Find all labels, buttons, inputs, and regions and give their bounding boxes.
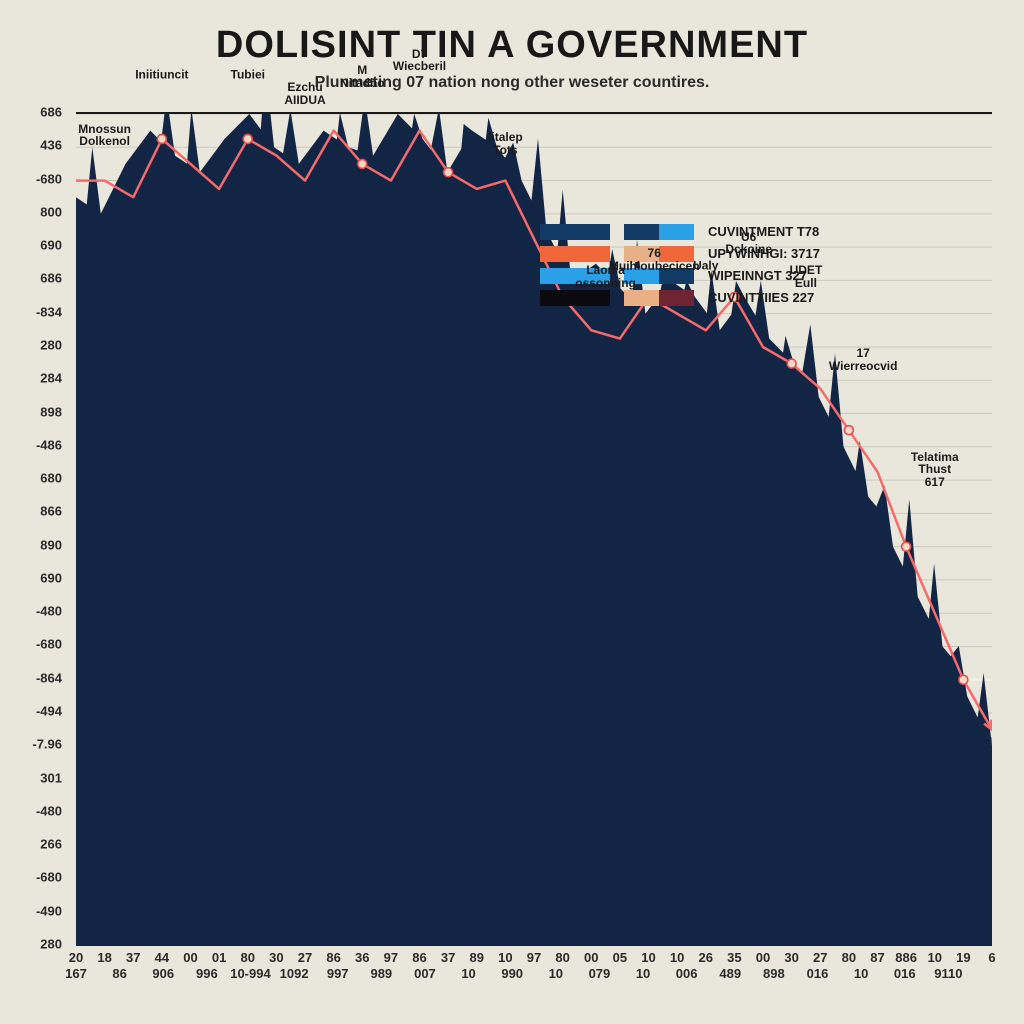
ytick: 436 [12,138,62,153]
ytick: 680 [12,471,62,486]
xtick: 36 [355,950,369,965]
xtick-sub: 10-994 [230,966,270,981]
xtick-sub: 079 [589,966,611,981]
annotation: 17Wierreocvid [829,347,898,372]
xtick-sub: 898 [763,966,785,981]
ytick: 686 [12,105,62,120]
chart-page: DOLISINT TIN A GOVERNMENT Plunmeting 07 … [0,0,1024,1024]
xtick-sub: 906 [152,966,174,981]
annotation: U6Dckoine [725,231,772,256]
ytick: -494 [12,704,62,719]
ytick: -7.96 [12,737,62,752]
xtick: 01 [212,950,226,965]
xtick: 44 [155,950,169,965]
xtick: 27 [813,950,827,965]
ytick: 890 [12,537,62,552]
xtick: 86 [326,950,340,965]
ytick: 280 [12,937,62,952]
xtick-sub: 10 [854,966,868,981]
xtick: 35 [727,950,741,965]
xtick: 30 [784,950,798,965]
annotation: Ualy [693,260,718,273]
xtick-sub: 006 [676,966,698,981]
xtick: 80 [241,950,255,965]
xtick-sub: 996 [196,966,218,981]
xtick: 97 [384,950,398,965]
xtick: 886 [895,950,917,965]
xtick: 26 [699,950,713,965]
xtick: 10 [498,950,512,965]
xtick: 00 [183,950,197,965]
ytick: 280 [12,337,62,352]
xtick: 37 [441,950,455,965]
xtick-sub: 9110 [934,966,962,981]
xtick-sub: 016 [807,966,829,981]
xtick-sub: 10 [461,966,475,981]
x-axis-ticks: 2018374400018030278636978637891097800005… [76,950,992,990]
annotation: D7Wiecberil [393,48,446,73]
ytick: 898 [12,404,62,419]
chart-title: DOLISINT TIN A GOVERNMENT [0,24,1024,67]
ytick: -864 [12,670,62,685]
xtick: 37 [126,950,140,965]
xtick: 20 [69,950,83,965]
ytick: 686 [12,271,62,286]
xtick: 10 [641,950,655,965]
annotation: Tubiei [231,68,265,81]
ytick: 690 [12,570,62,585]
xtick-sub: 1092 [280,966,309,981]
xtick: 80 [555,950,569,965]
xtick-sub: 016 [894,966,916,981]
xtick: 00 [756,950,770,965]
xtick: 87 [870,950,884,965]
ytick: -680 [12,637,62,652]
annotations: MnossunDolkenolIniitiuncitTubieiEzchuAII… [76,112,992,944]
xtick: 27 [298,950,312,965]
xtick-sub: 10 [636,966,650,981]
ytick: -480 [12,803,62,818]
xtick-sub: 997 [327,966,349,981]
ytick: -490 [12,903,62,918]
ytick: 690 [12,238,62,253]
annotation: EzchuAIIDUA [284,81,325,106]
xtick: 05 [613,950,627,965]
ytick: 800 [12,204,62,219]
annotation: UDETEull [790,264,823,289]
xtick: 10 [928,950,942,965]
xtick: 10 [670,950,684,965]
xtick-sub: 990 [501,966,523,981]
xtick: 30 [269,950,283,965]
ytick: -834 [12,304,62,319]
annotation: TelatimaThust617 [911,451,959,489]
xtick: 89 [470,950,484,965]
xtick-sub: 489 [719,966,741,981]
xtick-sub: 989 [370,966,392,981]
ytick: 301 [12,770,62,785]
xtick: 86 [412,950,426,965]
annotation: 76Muihloubecicen [609,247,700,272]
ytick: 866 [12,504,62,519]
ytick: 284 [12,371,62,386]
ytick: 266 [12,837,62,852]
xtick: 80 [842,950,856,965]
xtick: 19 [956,950,970,965]
annotation: Iniitiuncit [135,68,188,81]
xtick: 6 [988,950,995,965]
xtick-sub: 167 [65,966,87,981]
xtick: 00 [584,950,598,965]
ytick: -680 [12,171,62,186]
ytick: -680 [12,870,62,885]
annotation: MnossunDolkenol [78,122,131,147]
ytick: -486 [12,437,62,452]
xtick: 97 [527,950,541,965]
xtick-sub: 86 [112,966,126,981]
xtick-sub: 007 [414,966,436,981]
ytick: -480 [12,604,62,619]
xtick: 18 [97,950,111,965]
annotation: IitalepTots [488,131,523,156]
xtick-sub: 10 [549,966,563,981]
annotation: MNitadbo [340,64,385,89]
